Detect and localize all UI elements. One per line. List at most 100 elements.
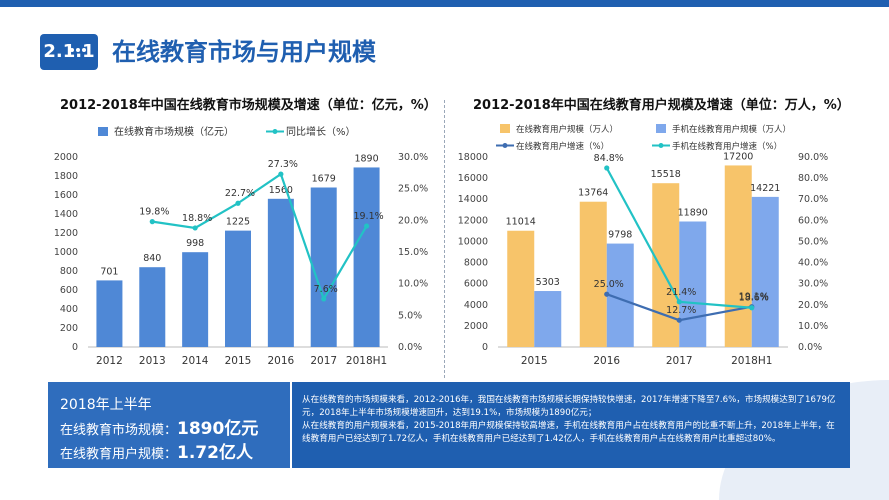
user-size-summary: 在线教育用户规模：1.72亿人 <box>60 438 253 463</box>
line-value-label: 25.0% <box>594 279 624 290</box>
bar-value-label: 701 <box>100 266 118 277</box>
description-panel: 从在线教育的市场规模来看，2012-2016年，我国在线教育市场规模长期保持较快… <box>292 382 850 468</box>
line-value-label: 21.4% <box>666 287 696 298</box>
bar-value-label: 840 <box>143 253 161 264</box>
summary-panel: 2018年上半年 在线教育市场规模：1890亿元 在线教育用户规模：1.72亿人 <box>48 382 290 468</box>
left-axis-tick-label: 1800 <box>54 171 78 182</box>
bar <box>267 198 294 347</box>
bar <box>652 183 680 347</box>
right-axis-tick-label: 20.0% <box>798 300 828 311</box>
bar-value-label: 998 <box>186 238 204 249</box>
market-size-label: 在线教育市场规模： <box>60 423 178 438</box>
bar <box>139 267 166 347</box>
x-axis-tick-label: 2013 <box>139 355 166 367</box>
left-axis-tick-label: 14000 <box>458 194 488 205</box>
line-value-label: 19.8% <box>139 207 169 218</box>
line-value-label: 12.7% <box>666 305 696 316</box>
right-axis-tick-label: 30.0% <box>398 152 428 163</box>
left-axis-tick-label: 4000 <box>464 300 488 311</box>
series-line <box>152 172 368 302</box>
chart-divider <box>444 100 445 378</box>
user-size-value: 1.72亿人 <box>177 443 253 463</box>
line-point <box>192 225 198 231</box>
legend-label: 在线教育市场规模（亿元） <box>114 125 234 138</box>
legend-label: 同比增长（%） <box>286 125 356 138</box>
left-chart-title: 2012-2018年中国在线教育市场规模及增速（单位：亿元，%） <box>60 98 437 113</box>
x-axis-tick-label: 2015 <box>225 355 252 367</box>
user-size-chart: 0 2000 4000 6000 8000 10000 12000 14000 16000 180… <box>458 124 828 367</box>
right-axis-tick-label: 10.0% <box>798 321 828 332</box>
x-axis-tick-label: 2018H1 <box>731 355 772 367</box>
line-point <box>676 317 682 323</box>
left-axis-tick-label: 10000 <box>458 236 488 247</box>
summary-heading: 2018年上半年 <box>60 397 152 413</box>
market-size-value: 1890亿元 <box>177 419 259 439</box>
bar <box>507 230 535 347</box>
right-axis-tick-label: 10.0% <box>398 279 428 290</box>
x-axis-tick-label: 2014 <box>182 355 209 367</box>
line-point <box>749 305 755 311</box>
left-axis-tick-label: 16000 <box>458 173 488 184</box>
bar <box>534 291 562 347</box>
line-point <box>235 200 241 206</box>
right-axis-tick-label: 0.0% <box>398 342 422 353</box>
bar <box>182 252 209 347</box>
page-title: 在线教育市场与用户规模 <box>112 38 376 66</box>
line-value-label: 19.1% <box>353 211 383 222</box>
right-axis-tick-label: 70.0% <box>798 194 828 205</box>
line-value-label: 84.8% <box>594 153 624 164</box>
badge-dots <box>70 37 90 52</box>
right-axis-tick-label: 50.0% <box>798 236 828 247</box>
right-axis-tick-label: 60.0% <box>798 215 828 226</box>
legend-label: 手机在线教育用户规模（万人） <box>672 124 791 135</box>
bar-value-label: 15518 <box>651 169 681 180</box>
right-axis-tick-label: 5.0% <box>398 310 422 321</box>
bar-value-label: 1225 <box>226 217 250 228</box>
x-axis-tick-label: 2018H1 <box>346 355 387 367</box>
x-axis-tick-label: 2015 <box>521 355 548 367</box>
bar-value-label: 1560 <box>269 185 293 196</box>
bar-value-label: 11014 <box>506 217 536 228</box>
x-axis-tick-label: 2016 <box>267 355 294 367</box>
line-point <box>149 219 155 225</box>
section-badge: 2.1.1 <box>40 34 98 70</box>
bar <box>225 230 251 347</box>
line-value-label: 18.6% <box>739 293 769 304</box>
left-axis-tick-label: 0 <box>72 342 78 353</box>
x-axis-tick-label: 2012 <box>96 355 123 367</box>
left-axis-tick-label: 0 <box>482 342 488 353</box>
section-number: 2.1.1 <box>43 41 95 62</box>
left-axis-tick-label: 200 <box>60 323 78 334</box>
user-size-label: 在线教育用户规模： <box>60 447 178 462</box>
bar-value-label: 13764 <box>578 188 608 199</box>
legend-label: 在线教育用户规模（万人） <box>516 124 618 135</box>
x-axis-tick-label: 2016 <box>593 355 620 367</box>
right-axis-tick-label: 80.0% <box>798 173 828 184</box>
line-point <box>278 171 284 177</box>
line-value-label: 7.6% <box>314 284 338 295</box>
top-accent-bar <box>0 0 889 7</box>
bar-value-label: 17200 <box>723 151 753 162</box>
legend-swatch <box>500 124 510 133</box>
left-axis-tick-label: 18000 <box>458 152 488 163</box>
bar-value-label: 9798 <box>608 230 632 241</box>
line-point <box>363 223 370 229</box>
legend-label: 在线教育用户增速（%） <box>516 141 609 152</box>
right-axis-tick-label: 0.0% <box>798 342 822 353</box>
left-axis-tick-label: 1200 <box>54 228 78 239</box>
line-point <box>604 165 610 171</box>
right-axis-tick-label: 40.0% <box>798 258 828 269</box>
bar-value-label: 1890 <box>354 153 378 164</box>
bar <box>751 196 779 347</box>
left-axis-tick-label: 8000 <box>464 258 488 269</box>
bar-value-label: 5303 <box>536 277 560 288</box>
right-axis-tick-label: 20.0% <box>398 215 428 226</box>
line-point <box>604 291 610 297</box>
legend-swatch <box>98 127 108 136</box>
left-axis-tick-label: 12000 <box>458 215 488 226</box>
market-size-summary: 在线教育市场规模：1890亿元 <box>60 414 258 439</box>
line-point <box>321 296 327 302</box>
left-axis-tick-label: 1400 <box>54 209 78 220</box>
bar <box>310 187 337 347</box>
bar <box>579 201 607 347</box>
